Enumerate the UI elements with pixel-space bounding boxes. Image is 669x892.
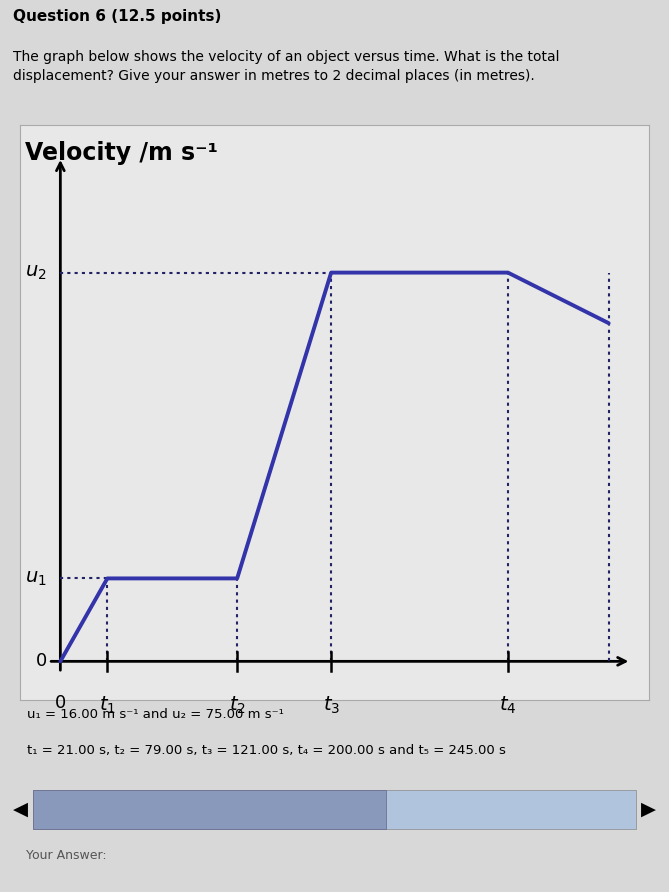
Text: 0: 0 xyxy=(55,694,66,713)
Text: $t_4$: $t_4$ xyxy=(499,694,516,715)
Text: Question 6 (12.5 points): Question 6 (12.5 points) xyxy=(13,9,221,24)
Text: $t_2$: $t_2$ xyxy=(229,694,246,715)
Text: $t_3$: $t_3$ xyxy=(322,694,340,715)
Text: 0: 0 xyxy=(35,652,47,671)
Text: u₁ = 16.00 m s⁻¹ and u₂ = 75.00 m s⁻¹: u₁ = 16.00 m s⁻¹ and u₂ = 75.00 m s⁻¹ xyxy=(27,708,284,722)
Text: Your Answer:: Your Answer: xyxy=(26,848,107,862)
Text: The graph below shows the velocity of an object versus time. What is the total
d: The graph below shows the velocity of an… xyxy=(13,50,560,84)
Text: Velocity /m s⁻¹: Velocity /m s⁻¹ xyxy=(25,141,217,165)
Text: ▶: ▶ xyxy=(641,800,656,819)
Text: $u_2$: $u_2$ xyxy=(25,263,47,282)
Text: ◀: ◀ xyxy=(13,800,28,819)
FancyBboxPatch shape xyxy=(33,790,386,830)
Text: t₁ = 21.00 s, t₂ = 79.00 s, t₃ = 121.00 s, t₄ = 200.00 s and t₅ = 245.00 s: t₁ = 21.00 s, t₂ = 79.00 s, t₃ = 121.00 … xyxy=(27,744,506,757)
FancyBboxPatch shape xyxy=(33,790,636,830)
Text: $t_1$: $t_1$ xyxy=(99,694,116,715)
Text: $u_1$: $u_1$ xyxy=(25,569,47,588)
